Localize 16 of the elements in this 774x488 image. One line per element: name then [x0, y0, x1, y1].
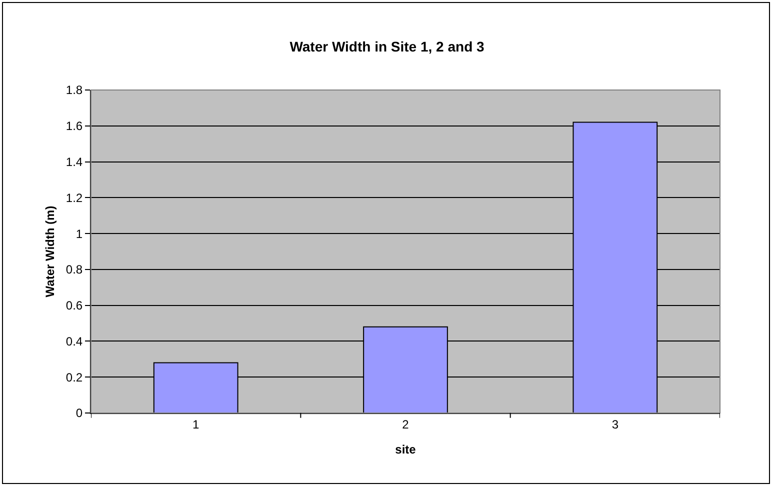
y-axis-title: Water Width (m): [43, 206, 58, 298]
x-tick-label: 2: [402, 417, 410, 432]
x-axis-title: site: [395, 442, 416, 456]
y-tick-label: 0.4: [66, 334, 83, 348]
y-tick-label: 0: [76, 406, 83, 420]
y-tick-label: 0.8: [66, 262, 83, 277]
x-tick-label: 3: [612, 417, 619, 432]
y-tick-label: 1.2: [66, 190, 83, 205]
y-tick-label: 1.4: [66, 154, 83, 169]
y-tick-label: 1.8: [66, 83, 83, 98]
y-tick-label: 0.6: [66, 298, 83, 313]
x-tick-label: 1: [192, 417, 200, 432]
chart-title: Water Width in Site 1, 2 and 3: [290, 38, 485, 54]
y-tick-label: 0.2: [66, 370, 83, 384]
y-tick-label: 1.6: [66, 119, 83, 134]
y-tick-label: 1: [76, 226, 83, 241]
